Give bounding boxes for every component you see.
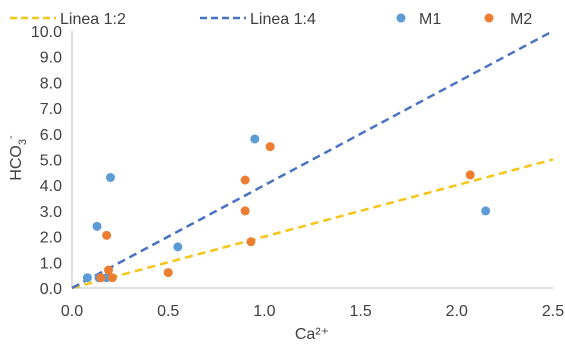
y-tick-label: 9.0 bbox=[40, 50, 62, 67]
y-axis-title-subscript: 3 bbox=[17, 139, 29, 145]
y-tick-label: 6.0 bbox=[40, 127, 62, 144]
data-point-m2 bbox=[246, 237, 256, 247]
x-tick-labels: 0.0 0.5 1.0 1.5 2.0 2.5 bbox=[61, 303, 564, 320]
data-point-m2 bbox=[465, 170, 475, 180]
y-axis-title-main: HCO bbox=[8, 145, 25, 181]
legend-label-linea-1-2: Linea 1:2 bbox=[60, 11, 126, 28]
data-point-m1 bbox=[250, 134, 260, 144]
legend: Linea 1:2 Linea 1:4 M1 M2 bbox=[10, 11, 532, 28]
y-tick-label: 8.0 bbox=[40, 75, 62, 92]
data-point-m2 bbox=[265, 142, 275, 152]
data-point-m1 bbox=[82, 273, 92, 283]
data-point-m1 bbox=[105, 172, 115, 182]
legend-marker-m1 bbox=[396, 13, 406, 23]
data-point-m2 bbox=[104, 265, 114, 275]
y-tick-label: 2.0 bbox=[40, 230, 62, 247]
data-point-m1 bbox=[481, 206, 491, 216]
y-tick-labels: 0.0 1.0 2.0 3.0 4.0 5.0 6.0 7.0 8.0 9.0 10.0 bbox=[31, 24, 62, 298]
x-tick-label: 2.5 bbox=[542, 303, 564, 320]
data-points bbox=[82, 134, 491, 283]
x-tick-label: 1.0 bbox=[253, 303, 275, 320]
legend-label-m1: M1 bbox=[419, 11, 441, 28]
legend-label-linea-1-4: Linea 1:4 bbox=[250, 11, 316, 28]
reference-line-linea-1-2 bbox=[71, 158, 554, 290]
y-tick-label: 7.0 bbox=[40, 101, 62, 118]
y-tick-label: 3.0 bbox=[40, 204, 62, 221]
data-point-m1 bbox=[173, 242, 183, 252]
data-point-m2 bbox=[96, 273, 106, 283]
y-tick-label: 4.0 bbox=[40, 178, 62, 195]
reference-line-linea-1-4 bbox=[71, 29, 554, 290]
y-tick-label: 0.0 bbox=[40, 281, 62, 298]
legend-label-m2: M2 bbox=[510, 11, 532, 28]
x-tick-label: 2.0 bbox=[446, 303, 468, 320]
y-axis-title: HCO3- bbox=[5, 135, 29, 181]
data-point-m2 bbox=[102, 230, 112, 240]
reference-lines bbox=[71, 29, 554, 290]
legend-marker-m2 bbox=[484, 13, 494, 23]
y-tick-label: 1.0 bbox=[40, 255, 62, 272]
y-tick-label: 10.0 bbox=[31, 24, 62, 41]
data-point-m2 bbox=[163, 268, 173, 278]
data-point-m2 bbox=[107, 273, 117, 283]
x-tick-label: 1.5 bbox=[349, 303, 371, 320]
data-point-m2 bbox=[240, 175, 250, 185]
x-axis-title: Ca²⁺ bbox=[295, 326, 329, 343]
data-point-m1 bbox=[92, 221, 102, 231]
data-point-m2 bbox=[240, 206, 250, 216]
y-axis-title-superscript: - bbox=[5, 135, 17, 139]
x-tick-label: 0.5 bbox=[157, 303, 179, 320]
y-tick-label: 5.0 bbox=[40, 153, 62, 170]
x-tick-label: 0.0 bbox=[61, 303, 83, 320]
